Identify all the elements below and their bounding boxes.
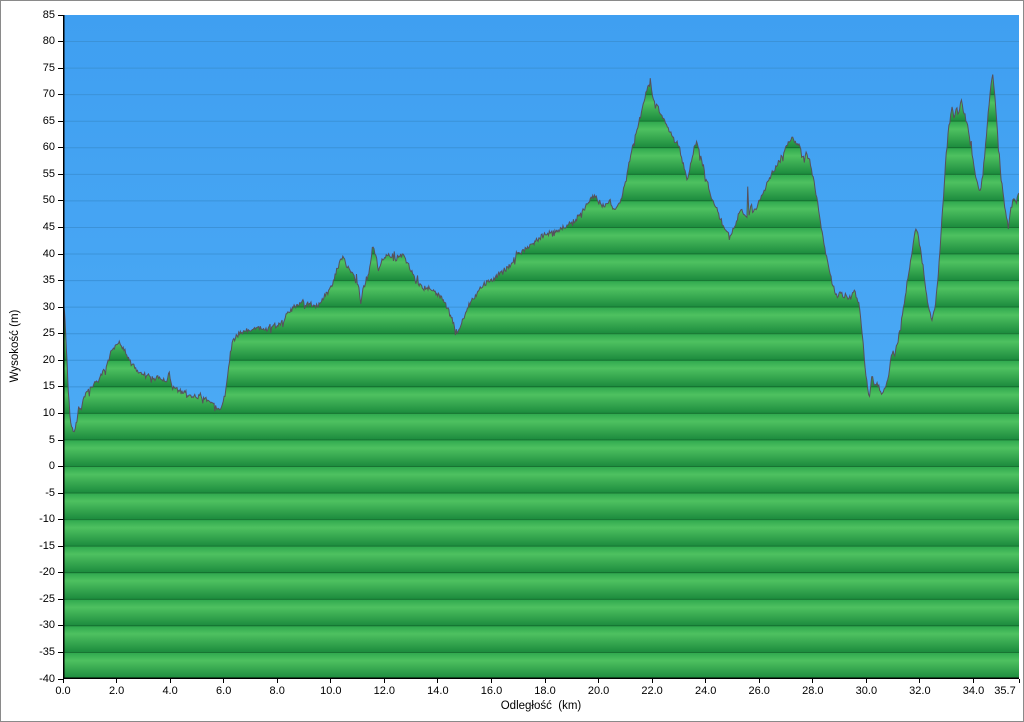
y-tick-label: 65 xyxy=(42,114,55,127)
x-tick-label: 0.0 xyxy=(55,685,71,697)
x-axis-title: Odległość (km) xyxy=(500,700,582,712)
elevation-svg xyxy=(63,15,1019,679)
y-axis-title: Wysokość (m) xyxy=(9,309,21,383)
x-tick-mark xyxy=(812,679,814,683)
x-tick-mark xyxy=(62,679,64,683)
x-tick-mark xyxy=(919,679,921,683)
x-tick-mark xyxy=(598,679,600,683)
x-tick-label: 35.7 xyxy=(994,685,1016,697)
x-tick-mark xyxy=(705,679,707,683)
y-tick-label: 10 xyxy=(42,406,55,419)
x-tick-label: 26.0 xyxy=(748,685,770,697)
x-tick-mark xyxy=(544,679,546,683)
y-tick-label: -25 xyxy=(39,592,55,605)
x-tick-label: 4.0 xyxy=(162,685,178,697)
plot-area xyxy=(63,15,1019,679)
y-tick-label: 25 xyxy=(42,327,55,340)
y-tick-label: -40 xyxy=(39,672,55,685)
elevation-area xyxy=(63,74,1019,679)
elevation-line xyxy=(63,74,1019,433)
x-tick-mark xyxy=(383,679,385,683)
x-tick-mark xyxy=(169,679,171,683)
x-tick-mark xyxy=(651,679,653,683)
y-tick-label: 40 xyxy=(42,247,55,260)
x-tick-mark xyxy=(865,679,867,683)
y-tick-label: 35 xyxy=(42,274,55,287)
y-tick-label: 50 xyxy=(42,194,55,207)
y-tick-label: 70 xyxy=(42,88,55,101)
x-tick-label: 28.0 xyxy=(802,685,824,697)
x-tick-mark xyxy=(758,679,760,683)
y-tick-label: -10 xyxy=(39,513,55,526)
y-tick-label: 85 xyxy=(42,8,55,21)
y-tick-label: 60 xyxy=(42,141,55,154)
x-tick-label: 16.0 xyxy=(480,685,503,697)
x-tick-mark xyxy=(1018,679,1020,683)
x-tick-label: 22.0 xyxy=(641,685,663,697)
y-tick-label: -30 xyxy=(39,619,55,632)
x-tick-mark xyxy=(116,679,118,683)
x-tick-mark xyxy=(223,679,225,683)
y-tick-label: -20 xyxy=(39,566,55,579)
x-tick-label: 8.0 xyxy=(269,685,285,697)
x-tick-label: 20.0 xyxy=(587,685,610,697)
x-tick-mark xyxy=(330,679,332,683)
x-tick-label: 10.0 xyxy=(320,685,342,697)
x-tick-label: 32.0 xyxy=(909,685,931,697)
y-tick-label: 15 xyxy=(42,380,55,393)
y-tick-label: -5 xyxy=(45,486,55,499)
y-tick-label: 45 xyxy=(42,221,55,233)
y-tick-label: 30 xyxy=(42,300,55,313)
x-tick-label: 12.0 xyxy=(373,685,395,697)
y-tick-label: 75 xyxy=(42,61,55,74)
y-tick-label: 20 xyxy=(42,353,55,366)
y-tick-label: 5 xyxy=(48,433,55,446)
y-tick-label: 0 xyxy=(48,460,55,472)
x-tick-mark xyxy=(276,679,278,683)
x-tick-label: 2.0 xyxy=(108,685,125,697)
y-tick-label: 80 xyxy=(42,35,55,48)
x-tick-label: 34.0 xyxy=(962,685,985,697)
y-tick-label: -35 xyxy=(39,645,55,658)
x-tick-mark xyxy=(973,679,974,683)
x-tick-label: 14.0 xyxy=(427,685,449,697)
x-tick-label: 18.0 xyxy=(534,685,556,697)
x-tick-mark xyxy=(437,679,439,683)
x-tick-mark xyxy=(491,679,492,683)
x-tick-label: 6.0 xyxy=(216,685,232,697)
y-tick-label: 55 xyxy=(42,167,55,180)
y-tick-label: -15 xyxy=(39,539,55,552)
x-tick-label: 30.0 xyxy=(855,685,878,697)
x-tick-label: 24.0 xyxy=(694,685,717,697)
